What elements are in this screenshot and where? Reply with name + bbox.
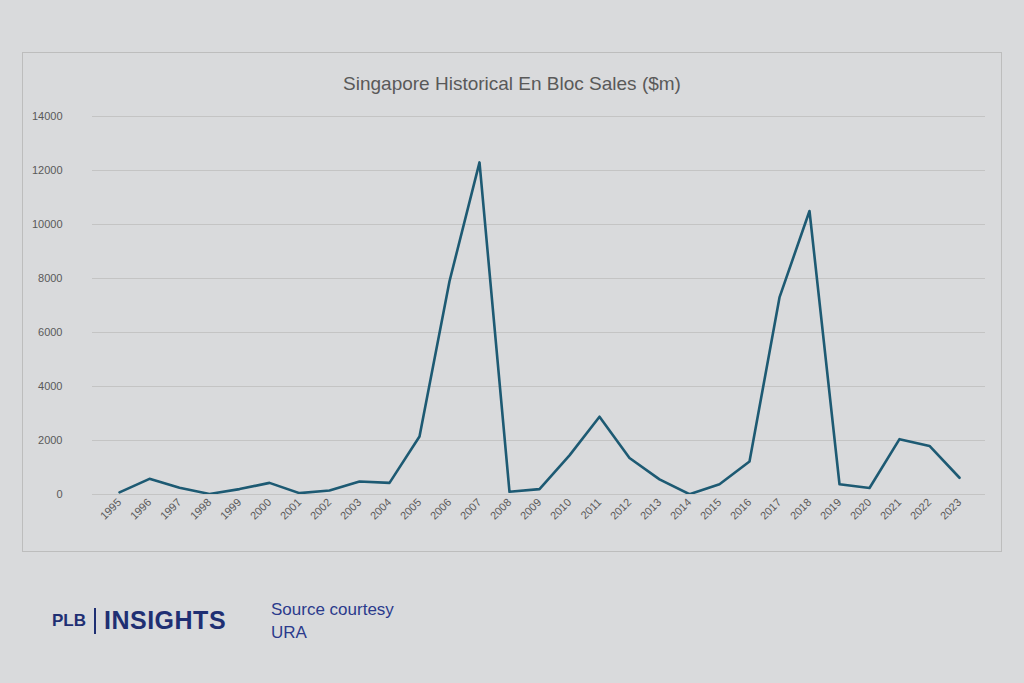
svg-text:2010: 2010: [548, 496, 574, 522]
html-text:Source courtesy: Source courtesy: [271, 600, 394, 619]
svg-text:2013: 2013: [638, 496, 664, 522]
svg-text:2023: 2023: [938, 496, 964, 522]
svg-text:1999: 1999: [218, 496, 244, 522]
html-text:URA: URA: [271, 623, 307, 642]
svg-text:2017: 2017: [758, 496, 784, 522]
svg-text:2014: 2014: [668, 496, 694, 522]
svg-text:1996: 1996: [128, 496, 154, 522]
svg-text:2020: 2020: [848, 496, 874, 522]
html-text:Singapore Historical En Bloc S: Singapore Historical En Bloc Sales ($m): [343, 73, 681, 94]
svg-text:10000: 10000: [32, 218, 63, 230]
svg-text:2016: 2016: [728, 496, 754, 522]
svg-text:2011: 2011: [578, 496, 603, 521]
svg-text:2019: 2019: [818, 496, 844, 522]
html-text:PLB: PLB: [52, 610, 86, 630]
svg-text:2004: 2004: [368, 496, 394, 522]
svg-text:1998: 1998: [188, 496, 214, 522]
svg-text:2000: 2000: [248, 496, 274, 522]
svg-text:2003: 2003: [338, 496, 364, 522]
svg-text:2008: 2008: [488, 496, 514, 522]
svg-text:1997: 1997: [158, 496, 184, 522]
svg-text:2006: 2006: [428, 496, 454, 522]
svg-text:6000: 6000: [38, 326, 62, 338]
svg-text:2015: 2015: [698, 496, 724, 522]
svg-text:2022: 2022: [908, 496, 934, 522]
svg-text:12000: 12000: [32, 164, 63, 176]
svg-text:2012: 2012: [608, 496, 634, 522]
svg-text:14000: 14000: [32, 110, 63, 122]
svg-text:8000: 8000: [38, 272, 62, 284]
html-text:INSIGHTS: INSIGHTS: [104, 606, 227, 634]
svg-text:2018: 2018: [788, 496, 814, 522]
svg-text:0: 0: [56, 488, 62, 500]
svg-text:4000: 4000: [38, 380, 62, 392]
svg-text:2005: 2005: [398, 496, 424, 522]
svg-text:2002: 2002: [308, 496, 334, 522]
svg-text:1995: 1995: [98, 496, 124, 522]
svg-text:2009: 2009: [518, 496, 544, 522]
svg-text:2007: 2007: [458, 496, 484, 522]
svg-text:2000: 2000: [38, 434, 62, 446]
svg-text:2001: 2001: [278, 496, 304, 522]
svg-text:2021: 2021: [878, 496, 904, 522]
